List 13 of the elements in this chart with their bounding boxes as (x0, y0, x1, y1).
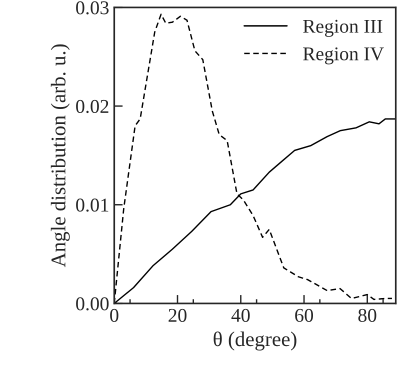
y-tick-label: 0.00 (76, 297, 109, 310)
y-tick-label: 0.02 (76, 100, 108, 114)
x-tick-label: 60 (295, 308, 314, 322)
x-tick-label: 0 (110, 308, 118, 322)
y-tick-label: 0.03 (76, 1, 109, 14)
y-axis-title: Angle distribution (arb. u.) (50, 44, 70, 268)
x-axis-title: θ (degree) (214, 331, 296, 351)
x-tick-label: 80 (358, 308, 376, 322)
x-tick-label: 40 (231, 308, 250, 322)
x-tick-label: 20 (168, 308, 186, 322)
legend-label: Region IV (303, 47, 384, 64)
legend-label: Region III (303, 20, 382, 37)
y-tick-label: 0.01 (76, 198, 108, 212)
